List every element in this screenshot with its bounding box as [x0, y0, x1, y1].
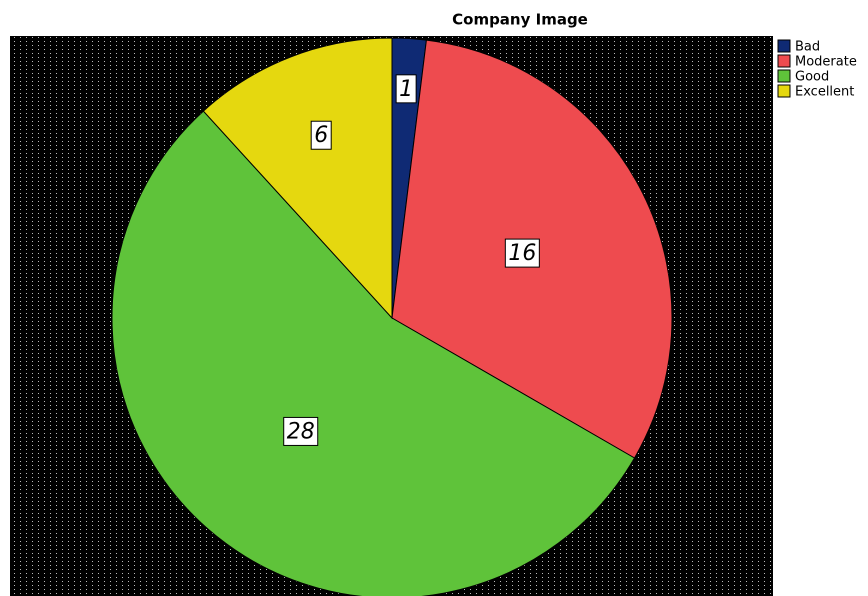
legend-label: Bad	[795, 40, 820, 55]
value-label: 16	[508, 241, 536, 266]
value-label: 1	[399, 77, 413, 102]
value-label-box	[504, 238, 540, 268]
pie-slice	[202, 37, 393, 320]
legend-label: Moderate	[795, 55, 857, 70]
legend-swatch	[777, 39, 791, 53]
value-label-group: 28	[283, 416, 319, 446]
value-label-group: 16	[504, 238, 540, 268]
legend-label: Excellent	[795, 85, 854, 100]
value-label: 6	[314, 123, 328, 148]
pie-slice	[111, 110, 636, 596]
value-label-box	[283, 416, 319, 446]
chart-title: Company Image	[452, 11, 588, 29]
legend-swatch	[777, 84, 791, 98]
value-label-box	[310, 120, 332, 150]
value-label-box	[395, 74, 417, 104]
legend-label: Good	[795, 70, 829, 85]
legend-swatch	[777, 54, 791, 68]
value-label-group: 6	[310, 120, 332, 150]
value-label: 28	[287, 419, 315, 444]
value-label-group: 1	[395, 74, 417, 104]
legend-swatch	[777, 69, 791, 83]
